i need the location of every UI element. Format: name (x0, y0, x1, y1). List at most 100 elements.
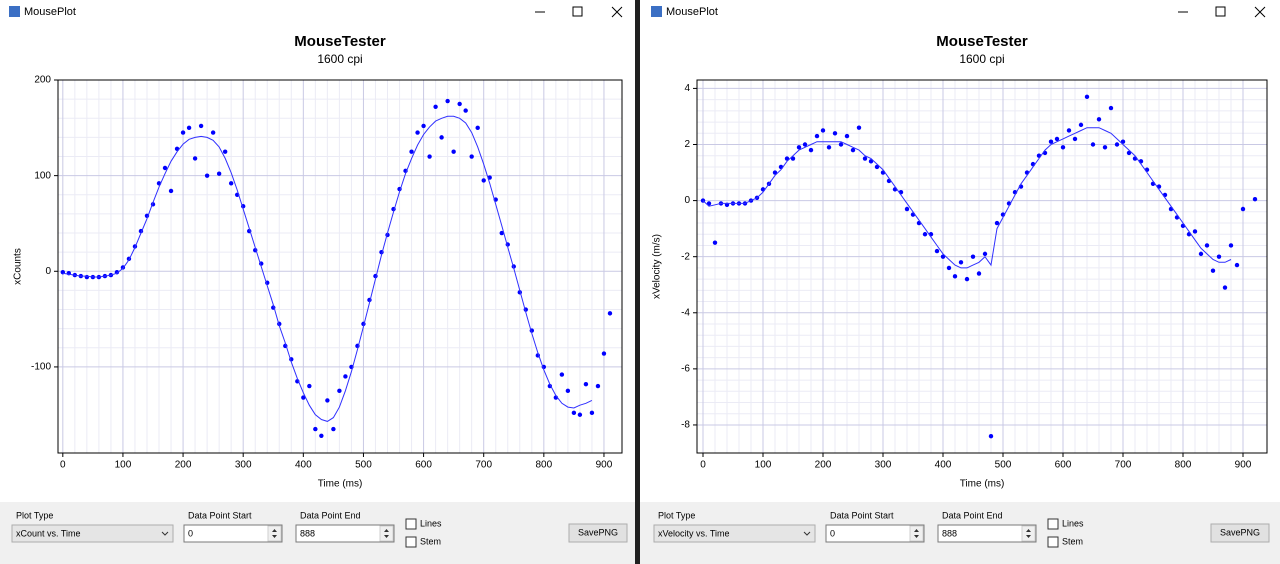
window-left (0, 0, 635, 564)
save-button[interactable] (1210, 523, 1270, 543)
data-point (325, 398, 330, 403)
x-tick-label: 300 (235, 460, 252, 471)
gap (635, 0, 640, 564)
chart-subtitle: 1600 cpi (317, 52, 362, 66)
maximize[interactable] (1215, 6, 1226, 17)
data-point (958, 260, 964, 265)
lines-checkbox[interactable] (1047, 518, 1059, 530)
save-button[interactable] (568, 523, 628, 543)
x-tick-label: 600 (1055, 460, 1072, 471)
end-spinner[interactable] (1021, 525, 1036, 542)
data-point (1192, 229, 1198, 234)
x-tick-label: 200 (815, 460, 832, 471)
data-point (445, 98, 450, 104)
data-point (1108, 105, 1114, 111)
data-point (192, 156, 198, 161)
data-point (210, 130, 216, 135)
data-point (814, 133, 820, 139)
app-icon (651, 6, 662, 17)
data-point (343, 374, 348, 379)
dropdown-arrow (161, 531, 169, 536)
end-label: Data Point End (300, 510, 361, 520)
data-point (499, 230, 504, 236)
data-point (1240, 206, 1246, 212)
data-point (952, 274, 958, 279)
lines-checkbox[interactable] (405, 518, 417, 530)
app-icon (9, 6, 20, 17)
data-point (301, 395, 306, 400)
close[interactable] (1254, 6, 1266, 18)
data-point (228, 181, 234, 186)
y-tick-label: -100 (31, 362, 51, 373)
plot-border (57, 79, 623, 454)
start-input[interactable] (183, 524, 283, 543)
data-point (826, 145, 832, 150)
x-tick-label: 600 (415, 460, 432, 471)
data-point (463, 108, 468, 113)
data-point (1216, 254, 1222, 259)
data-point (808, 147, 814, 153)
start-input[interactable] (825, 524, 925, 543)
data-point (162, 165, 168, 171)
y-tick-label: -2 (681, 251, 690, 262)
end-spin-arrows (384, 529, 389, 538)
chart-subtitle: 1600 cpi (959, 52, 1004, 66)
data-point (988, 433, 994, 439)
lines-label: Lines (420, 518, 442, 528)
end-value: 888 (942, 528, 957, 538)
data-point (595, 383, 601, 389)
stem-checkbox[interactable] (405, 536, 417, 548)
data-point (1048, 139, 1054, 144)
save-button-label: SavePNG (578, 527, 618, 537)
stem-checkbox[interactable] (1047, 536, 1059, 548)
data-point (850, 147, 856, 153)
data-point (856, 125, 862, 130)
y-tick-label: -6 (681, 364, 690, 375)
dropdown-arrow (803, 531, 811, 536)
y-tick-label: 0 (684, 195, 690, 206)
end-spinner[interactable] (379, 525, 394, 542)
data-point (331, 426, 336, 432)
plot-border (696, 79, 1268, 454)
maximize[interactable] (572, 6, 583, 17)
plot-type-value: xCount vs. Time (16, 528, 81, 538)
plot-type-select[interactable] (653, 524, 816, 543)
data-point (1234, 262, 1240, 268)
data-point (1222, 285, 1228, 290)
start-spinner[interactable] (909, 525, 924, 542)
end-input[interactable] (295, 524, 395, 543)
data-point (844, 133, 850, 139)
data-point (1126, 150, 1132, 156)
end-label: Data Point End (942, 510, 1003, 520)
y-tick-label: 100 (34, 170, 51, 181)
data-point (469, 154, 474, 159)
end-input[interactable] (937, 524, 1037, 543)
data-point (415, 130, 420, 135)
x-tick-label: 100 (115, 460, 132, 471)
start-spinner[interactable] (267, 525, 282, 542)
x-tick-label: 500 (355, 460, 372, 471)
data-point (222, 149, 228, 154)
data-point (790, 156, 796, 161)
data-point (820, 128, 826, 133)
data-point (1084, 94, 1090, 100)
data-point (1102, 145, 1108, 150)
data-point (1228, 243, 1234, 248)
data-point (1252, 196, 1258, 202)
data-point (168, 188, 174, 194)
data-point (204, 173, 210, 178)
x-tick-label: 400 (935, 460, 952, 471)
start-spin-arrows (272, 529, 277, 538)
close[interactable] (611, 6, 623, 18)
data-point (565, 388, 571, 394)
data-point (832, 131, 838, 136)
x-tick-label: 900 (596, 460, 613, 471)
data-point (481, 178, 486, 183)
data-point (838, 142, 844, 147)
stem-label: Stem (420, 536, 441, 546)
data-point (1210, 268, 1216, 273)
plot-type-select[interactable] (11, 524, 174, 543)
data-point (772, 170, 778, 175)
plot-type-value: xVelocity vs. Time (658, 528, 730, 538)
start-label: Data Point Start (830, 510, 894, 520)
